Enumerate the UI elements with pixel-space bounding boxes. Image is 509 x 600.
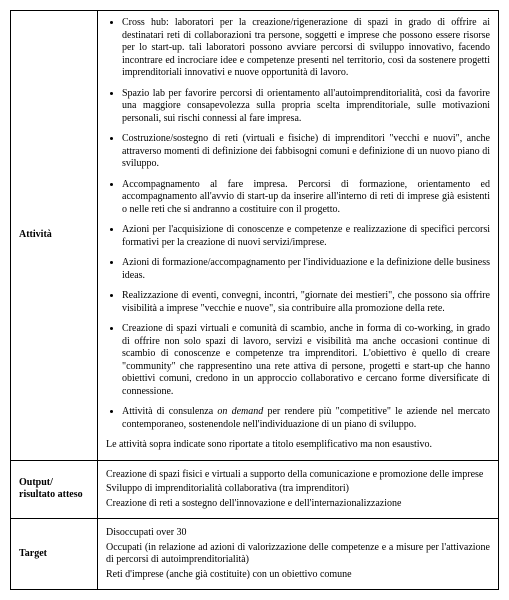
content-output: Creazione di spazi fisici e virtuali a s… xyxy=(98,460,499,519)
list-item: Accompagnamento al fare impresa. Percors… xyxy=(122,179,490,217)
attivita-note: Le attività sopra indicate sono riportat… xyxy=(106,439,490,452)
emphasis: on demand xyxy=(217,406,263,417)
content-target: Disoccupati over 30 Occupati (in relazio… xyxy=(98,519,499,590)
output-line: Sviluppo di imprenditorialità collaborat… xyxy=(106,483,490,496)
program-table: Attività Cross hub: laboratori per la cr… xyxy=(10,10,499,590)
list-item: Azioni di formazione/accompagnamento per… xyxy=(122,257,490,282)
content-attivita: Cross hub: laboratori per la creazione/r… xyxy=(98,11,499,461)
text-fragment: Attività di consulenza xyxy=(122,406,217,417)
list-item: Spazio lab per favorire percorsi di orie… xyxy=(122,88,490,126)
list-item: Cross hub: laboratori per la creazione/r… xyxy=(122,17,490,80)
target-line: Reti d'imprese (anche già costituite) co… xyxy=(106,569,490,582)
list-item: Azioni per l'acquisizione di conoscenze … xyxy=(122,224,490,249)
label-target: Target xyxy=(11,519,98,590)
row-attivita: Attività Cross hub: laboratori per la cr… xyxy=(11,11,499,461)
list-item: Attività di consulenza on demand per ren… xyxy=(122,406,490,431)
target-line: Occupati (in relazione ad azioni di valo… xyxy=(106,542,490,567)
target-line: Disoccupati over 30 xyxy=(106,527,490,540)
label-output: Output/ risultato atteso xyxy=(11,460,98,519)
list-item: Costruzione/sostegno di reti (virtuali e… xyxy=(122,133,490,171)
label-attivita: Attività xyxy=(11,11,98,461)
row-target: Target Disoccupati over 30 Occupati (in … xyxy=(11,519,499,590)
list-item: Creazione di spazi virtuali e comunità d… xyxy=(122,323,490,398)
list-item: Realizzazione di eventi, convegni, incon… xyxy=(122,290,490,315)
attivita-list: Cross hub: laboratori per la creazione/r… xyxy=(106,17,490,431)
output-line: Creazione di spazi fisici e virtuali a s… xyxy=(106,469,490,482)
output-line: Creazione di reti a sostegno dell'innova… xyxy=(106,498,490,511)
row-output: Output/ risultato atteso Creazione di sp… xyxy=(11,460,499,519)
